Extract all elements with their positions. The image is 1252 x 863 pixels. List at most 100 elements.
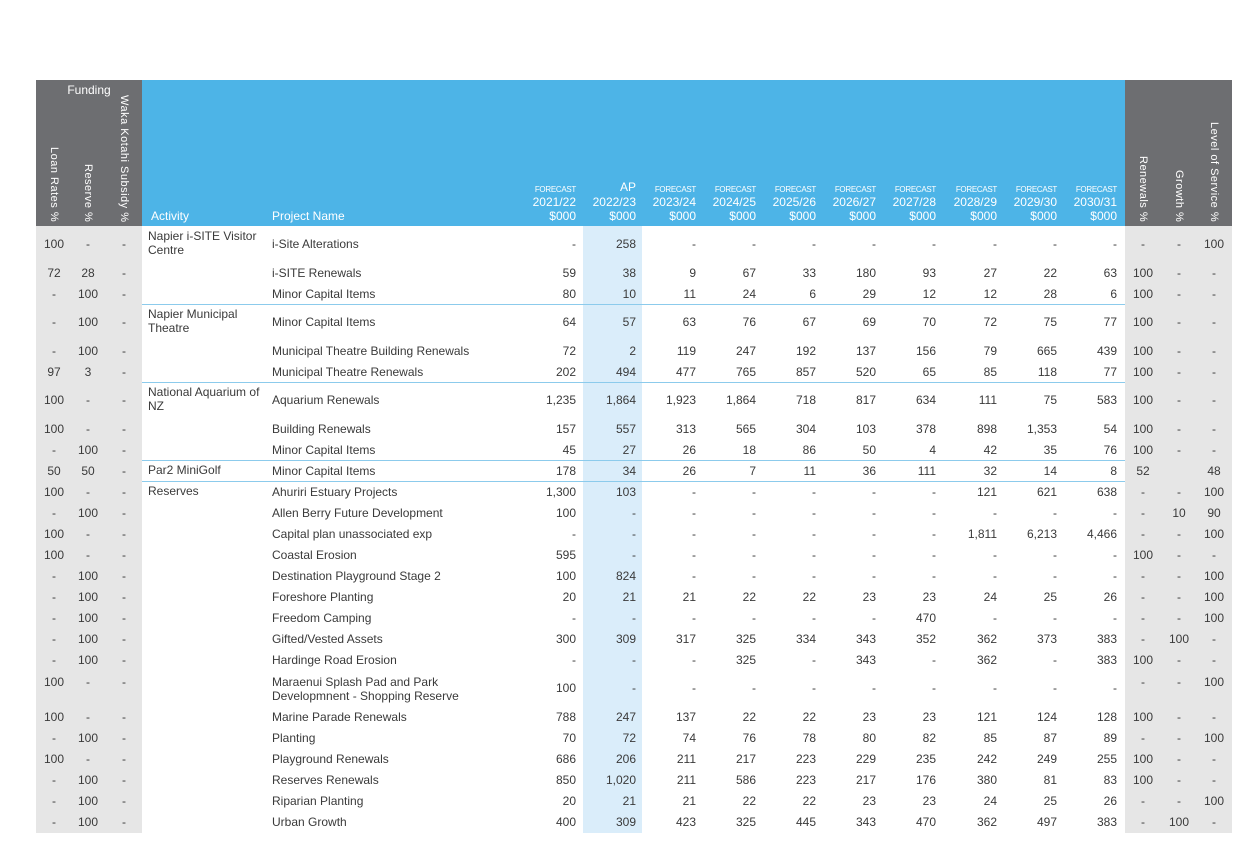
funding-cell: 100 [77,442,99,457]
value-cell: - [872,568,876,583]
value-cell: - [1053,547,1057,562]
value-cell: 258 [615,237,636,251]
value-cell: 85 [983,364,997,379]
value-cell: 79 [983,343,997,358]
value-cell: 14 [1043,463,1057,478]
value-cell: 11 [803,463,816,478]
value-cell: 4,466 [1086,526,1117,541]
value-cell: 362 [976,652,997,667]
group-separator [142,304,1125,305]
value-cell: 83 [1103,772,1117,787]
value-cell: - [1053,681,1057,695]
funding-cell: - [86,393,90,407]
value-cell: 22 [742,709,756,724]
value-cell: 34 [622,463,636,478]
value-cell: 118 [1037,364,1057,379]
project-cell: Capital plan unassociated exp [272,526,433,541]
split-cell: - [1177,484,1181,499]
value-cell: 36 [862,463,876,478]
funding-cell: - [52,286,56,301]
value-cell: 497 [1036,814,1057,829]
value-cell: 23 [922,589,936,604]
value-cell: 21 [622,793,636,808]
value-cell: 86 [802,442,816,457]
year-label: 2022/23 [592,195,636,209]
value-cell: 57 [622,315,636,329]
split-cell: - [1212,421,1216,436]
activity-cell: Reserves [148,484,199,498]
value-cell: 202 [555,364,576,379]
value-cell: 445 [795,814,816,829]
split-cell: - [1141,568,1145,583]
funding-cell: 100 [43,547,65,562]
project-cell: Allen Berry Future Development [272,505,443,520]
funding-cell: - [86,547,90,562]
value-cell: - [692,610,696,625]
split-cell: - [1212,814,1216,829]
value-cell: 76 [742,315,756,329]
value-cell: - [572,652,576,667]
split-cell: 10 [1172,505,1186,520]
year-label: 2029/30 [1013,195,1057,209]
year-unit: $000 [669,209,696,223]
split-cell: - [1212,751,1216,766]
value-cell: 255 [1096,751,1117,766]
split-cell: 100 [1132,652,1154,667]
funding-cell: 100 [77,286,99,301]
year-unit: $000 [1090,209,1117,223]
funding-cell: - [122,442,126,457]
split-cell: 100 [1203,793,1225,808]
year-kind: FORECAST [654,185,696,194]
split-cell: - [1177,652,1181,667]
split-cell: - [1141,675,1145,689]
value-cell: 20 [562,589,576,604]
value-cell: 64 [562,315,576,329]
year-kind: FORECAST [774,185,816,194]
funding-cell: - [122,393,126,407]
project-cell: Municipal Theatre Renewals [272,364,424,379]
value-cell: 373 [1036,631,1057,646]
value-cell: - [692,568,696,583]
value-cell: 1,020 [605,772,636,787]
split-cell: - [1212,442,1216,457]
split-cell: - [1177,265,1181,280]
value-cell: - [993,681,997,695]
split-cell: 100 [1132,442,1154,457]
value-cell: 65 [922,364,936,379]
value-cell: 325 [735,652,756,667]
year-kind: FORECAST [714,185,756,194]
value-cell: 383 [1096,652,1117,667]
value-cell: - [932,484,936,499]
split-cell: - [1212,393,1216,407]
value-cell: 29 [862,286,876,301]
funding-cell: 28 [81,265,95,280]
value-cell: 343 [855,652,876,667]
value-cell: 21 [622,589,636,604]
funding-cell: - [122,772,126,787]
value-cell: 27 [983,265,997,280]
year-kind: FORECAST [534,185,576,194]
funding-cell: - [122,675,126,689]
value-cell: 26 [682,442,696,457]
funding-cell: - [86,709,90,724]
value-cell: 77 [1103,364,1117,379]
funding-cell: - [52,442,56,457]
split-cell: - [1212,343,1216,358]
value-cell: 362 [976,814,997,829]
value-cell: 75 [1043,393,1057,407]
value-cell: 81 [1043,772,1057,787]
funding-cell: - [52,568,56,583]
value-cell: 76 [1103,442,1117,457]
value-cell: - [993,505,997,520]
funding-cell: 100 [43,484,65,499]
value-cell: 309 [615,814,636,829]
value-cell: 54 [1103,421,1117,436]
value-cell: 400 [555,814,576,829]
value-cell: 100 [555,568,576,583]
project-cell: Riparian Planting [272,793,364,808]
value-cell: 22 [1043,265,1057,280]
funding-cell: - [52,631,56,646]
split-cell: 52 [1136,463,1150,478]
funding-cell: - [86,526,90,541]
funding-cell: - [122,631,126,646]
